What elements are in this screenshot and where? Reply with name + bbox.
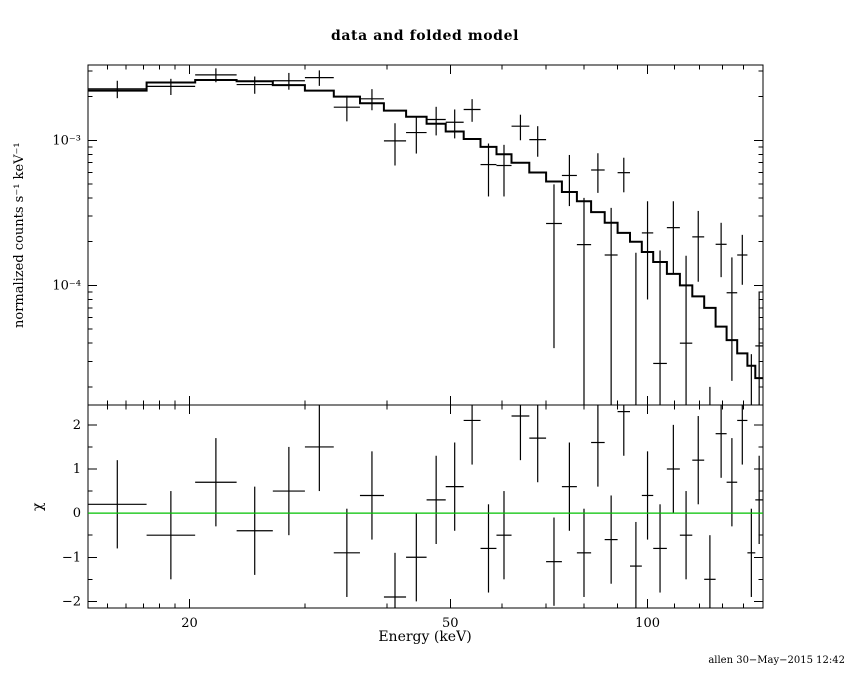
residual-points (88, 405, 763, 608)
svg-text:10⁻⁴: 10⁻⁴ (52, 278, 81, 293)
footer-timestamp: allen 30−May−2015 12:42 (708, 655, 845, 666)
x-axis-label: Energy (keV) (378, 629, 472, 645)
svg-text:10⁻³: 10⁻³ (52, 133, 81, 148)
svg-text:−1: −1 (62, 550, 81, 565)
svg-text:0: 0 (73, 506, 81, 521)
tick-labels: 20 50 100 10⁻⁴ 10⁻³ −2 −1 0 1 2 (52, 133, 660, 631)
axes-frame (87, 64, 764, 609)
spectrum-data-points (88, 68, 763, 405)
svg-text:−2: −2 (62, 594, 81, 609)
svg-text:20: 20 (181, 616, 198, 631)
svg-text:50: 50 (442, 616, 459, 631)
model-histogram (88, 79, 763, 380)
svg-text:2: 2 (73, 418, 81, 433)
y-axis-label-spectrum: normalized counts s⁻¹ keV⁻¹ (12, 142, 27, 328)
chart-title: data and folded model (331, 28, 519, 44)
y-axis-label-chi: χ (30, 502, 46, 511)
svg-text:100: 100 (635, 616, 660, 631)
svg-text:1: 1 (73, 462, 81, 477)
